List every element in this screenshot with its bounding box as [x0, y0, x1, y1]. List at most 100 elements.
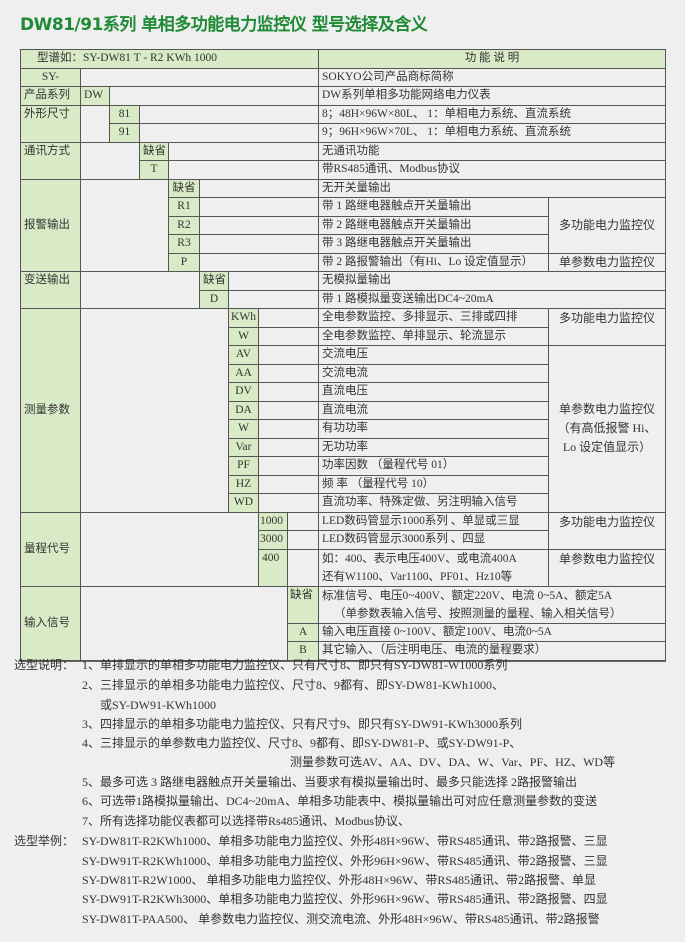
input-code: 缺省 [287, 585, 319, 624]
example-line: SY-DW91T-R2KWh3000、单相多功能电力监控仪、外形96H×96W、… [82, 892, 608, 906]
note-line: （有高低报警 Hi、 [557, 421, 657, 436]
brand-code: SY- [20, 67, 81, 87]
note-line: 6、可选带1路模拟量输出、DC4~20mA、单相多功能表中、模拟量输出可对应任意… [82, 794, 598, 808]
note-line: 7、所有选择功能仪表都可以选择带Rs485通讯、Modbus协议、 [82, 814, 411, 828]
size-label: 外形尺寸 [20, 104, 81, 143]
desc-line: （单参数表输入信号、按照测量的量程、输入相关信号） [334, 608, 622, 620]
notes-label: 选型说明： [14, 658, 75, 672]
measure-note-single: 单参数电力监控仪 （有高低报警 Hi、 Lo 设定值显示） [548, 345, 666, 513]
measure-label: 测量参数 [20, 308, 81, 513]
alarm-label: 报警输出 [20, 178, 81, 272]
empty-cell [287, 530, 319, 550]
measure-desc: 交流电压 [318, 345, 549, 365]
note-line: 2、三排显示的单相多功能电力监控仪、尺寸8、9都有、即SY-DW81-KWh10… [82, 678, 504, 692]
empty-cell [80, 178, 169, 272]
desc-line: 还有W1100、Var1100、PF01、Hz10等 [322, 571, 513, 583]
empty-cell [258, 419, 319, 439]
alarm-code: R1 [168, 197, 200, 217]
note-line: 5、最多可选 3 路继电器触点开关量输出、当要求有模拟量输出时、最多只能选择 2… [82, 775, 578, 789]
empty-cell [199, 178, 319, 198]
series-label: 产品系列 [20, 86, 81, 106]
page-title: DW81/91系列 单相多功能电力监控仪 型号选择及含义 [20, 15, 428, 35]
empty-cell [199, 215, 319, 235]
alarm-code: R2 [168, 215, 200, 235]
alarm-code: R3 [168, 234, 200, 254]
measure-code: AA [228, 363, 259, 383]
measure-code: Var [228, 437, 259, 457]
empty-cell [80, 511, 259, 587]
empty-cell [80, 104, 110, 143]
alarm-desc: 无开关量输出 [318, 178, 666, 198]
alarm-code: P [168, 252, 200, 272]
example-line: SY-DW81T-R2KWh1000、单相多功能电力监控仪、外形48H×96W、… [82, 834, 608, 848]
comm-code: T [139, 160, 169, 180]
measure-desc: 全电参数监控、单排显示、轮流显示 [318, 326, 549, 346]
range-label: 量程代号 [20, 511, 81, 587]
measure-desc: 直流功率、特殊定做、另注明输入信号 [318, 493, 549, 513]
alarm-desc: 带 2 路报警输出（有Hi、Lo 设定值显示） [318, 252, 549, 272]
alarm-note-single: 单参数电力监控仪 [548, 252, 666, 272]
empty-cell [109, 86, 319, 106]
measure-desc: 直流电压 [318, 382, 549, 402]
measure-desc: 有功功率 [318, 419, 549, 439]
measure-desc: 交流电流 [318, 363, 549, 383]
alarm-desc: 带 1 路继电器触点开关量输出 [318, 197, 549, 217]
empty-cell [258, 326, 319, 346]
range-desc: LED数码管显示1000系列 、单显或三显 [318, 511, 549, 531]
measure-code: HZ [228, 474, 259, 494]
comm-desc: 无通讯功能 [318, 141, 666, 161]
empty-cell [258, 400, 319, 420]
empty-cell [199, 252, 319, 272]
input-desc: 标准信号、电压0~400V、额定220V、电流 0~5A、额定5A （单参数表输… [318, 585, 666, 624]
empty-cell [258, 493, 319, 513]
range-desc: LED数码管显示3000系列 、四显 [318, 530, 549, 550]
note-line: 单参数电力监控仪 [558, 402, 655, 417]
brand-desc: SOKYO公司产品商标简称 [318, 67, 666, 87]
alarm-note-multi: 多功能电力监控仪 [548, 197, 666, 254]
empty-cell [80, 67, 319, 87]
transmit-desc: 无模拟量输出 [318, 271, 666, 291]
model-selection-table: 型谱如：SY-DW81 T - R2 KWh 1000 功 能 说 明 SY- … [20, 49, 666, 662]
measure-code: KWh [228, 308, 259, 328]
measure-desc: 全电参数监控、多排显示、三排或四排 [318, 308, 549, 328]
measure-code: WD [228, 493, 259, 513]
example-line: SY-DW81T-PAA500、 单参数电力监控仪、测交流电流、外形48H×96… [82, 912, 600, 926]
alarm-desc: 带 2 路继电器触点开关量输出 [318, 215, 549, 235]
empty-cell [287, 511, 319, 531]
empty-cell [228, 289, 319, 309]
empty-cell [80, 308, 229, 513]
empty-cell [258, 363, 319, 383]
empty-cell [258, 456, 319, 476]
note-line: 1、单排显示的单相多功能电力监控仪、只有尺寸8、即只有SY-DW81-W1000… [82, 658, 508, 672]
alarm-desc: 带 3 路继电器触点开关量输出 [318, 234, 549, 254]
empty-cell [258, 437, 319, 457]
comm-label: 通讯方式 [20, 141, 81, 180]
header-model-example: 型谱如：SY-DW81 T - R2 KWh 1000 [20, 49, 319, 69]
range-note-single: 单参数电力监控仪 [548, 548, 666, 587]
range-note-multi: 多功能电力监控仪 [548, 511, 666, 550]
measure-note-multi: 多功能电力监控仪 [548, 308, 666, 346]
series-desc: DW系列单相多功能网络电力仪表 [318, 86, 666, 106]
measure-code: DA [228, 400, 259, 420]
measure-code: AV [228, 345, 259, 365]
empty-cell [168, 141, 319, 161]
empty-cell [80, 271, 200, 309]
transmit-label: 变送输出 [20, 271, 81, 309]
measure-desc: 无功功率 [318, 437, 549, 457]
alarm-code: 缺省 [168, 178, 200, 198]
size-desc: 9；96H×96W×70L、 1：单相电力系统、直流系统 [318, 123, 666, 143]
note-line: 3、四排显示的单相多功能电力监控仪、只有尺寸9、即只有SY-DW91-KWh30… [82, 717, 522, 731]
empty-cell [258, 345, 319, 365]
range-desc: 如：400、表示电压400V、或电流400A 还有W1100、Var1100、P… [318, 548, 549, 587]
note-line: 或SY-DW91-KWh1000 [100, 698, 216, 712]
note-line: 4、三排显示的单参数电力监控仪、尺寸8、9都有、即SY-DW81-P、或SY-D… [82, 736, 522, 750]
empty-cell [80, 585, 288, 661]
header-function-desc: 功 能 说 明 [318, 49, 666, 69]
desc-line: 如：400、表示电压400V、或电流400A [322, 552, 517, 565]
example-line: SY-DW91T-R2KWh1000、单相多功能电力监控仪、外形96H×96W、… [82, 854, 608, 868]
empty-cell [228, 271, 319, 291]
input-desc: 其它输入、（后注明电压、电流的量程要求） [318, 641, 666, 661]
empty-cell [80, 141, 140, 180]
empty-cell [139, 104, 319, 124]
